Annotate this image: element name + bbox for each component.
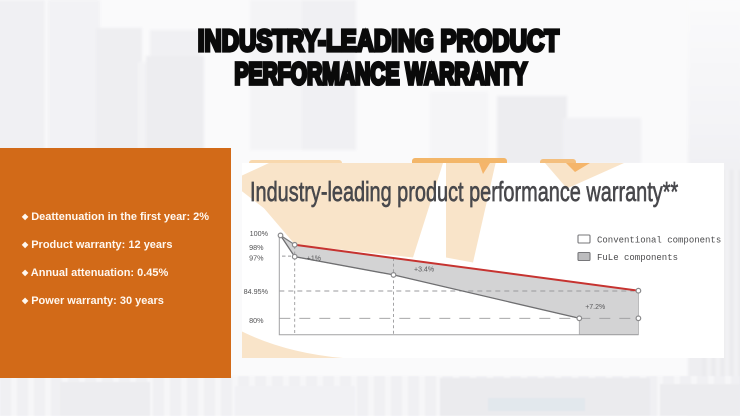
svg-text:+7.2%: +7.2%	[585, 304, 605, 311]
svg-text:98%: 98%	[249, 243, 264, 252]
svg-text:100%: 100%	[250, 229, 269, 238]
svg-text:97%: 97%	[249, 254, 264, 263]
svg-text:80%: 80%	[249, 316, 264, 325]
svg-text:84.95%: 84.95%	[244, 287, 269, 296]
svg-text:Conventional components: Conventional components	[597, 235, 721, 245]
svg-text:FuLe components: FuLe components	[597, 253, 678, 263]
svg-text:+3.4%: +3.4%	[414, 267, 434, 274]
svg-text:+1%: +1%	[307, 255, 321, 262]
